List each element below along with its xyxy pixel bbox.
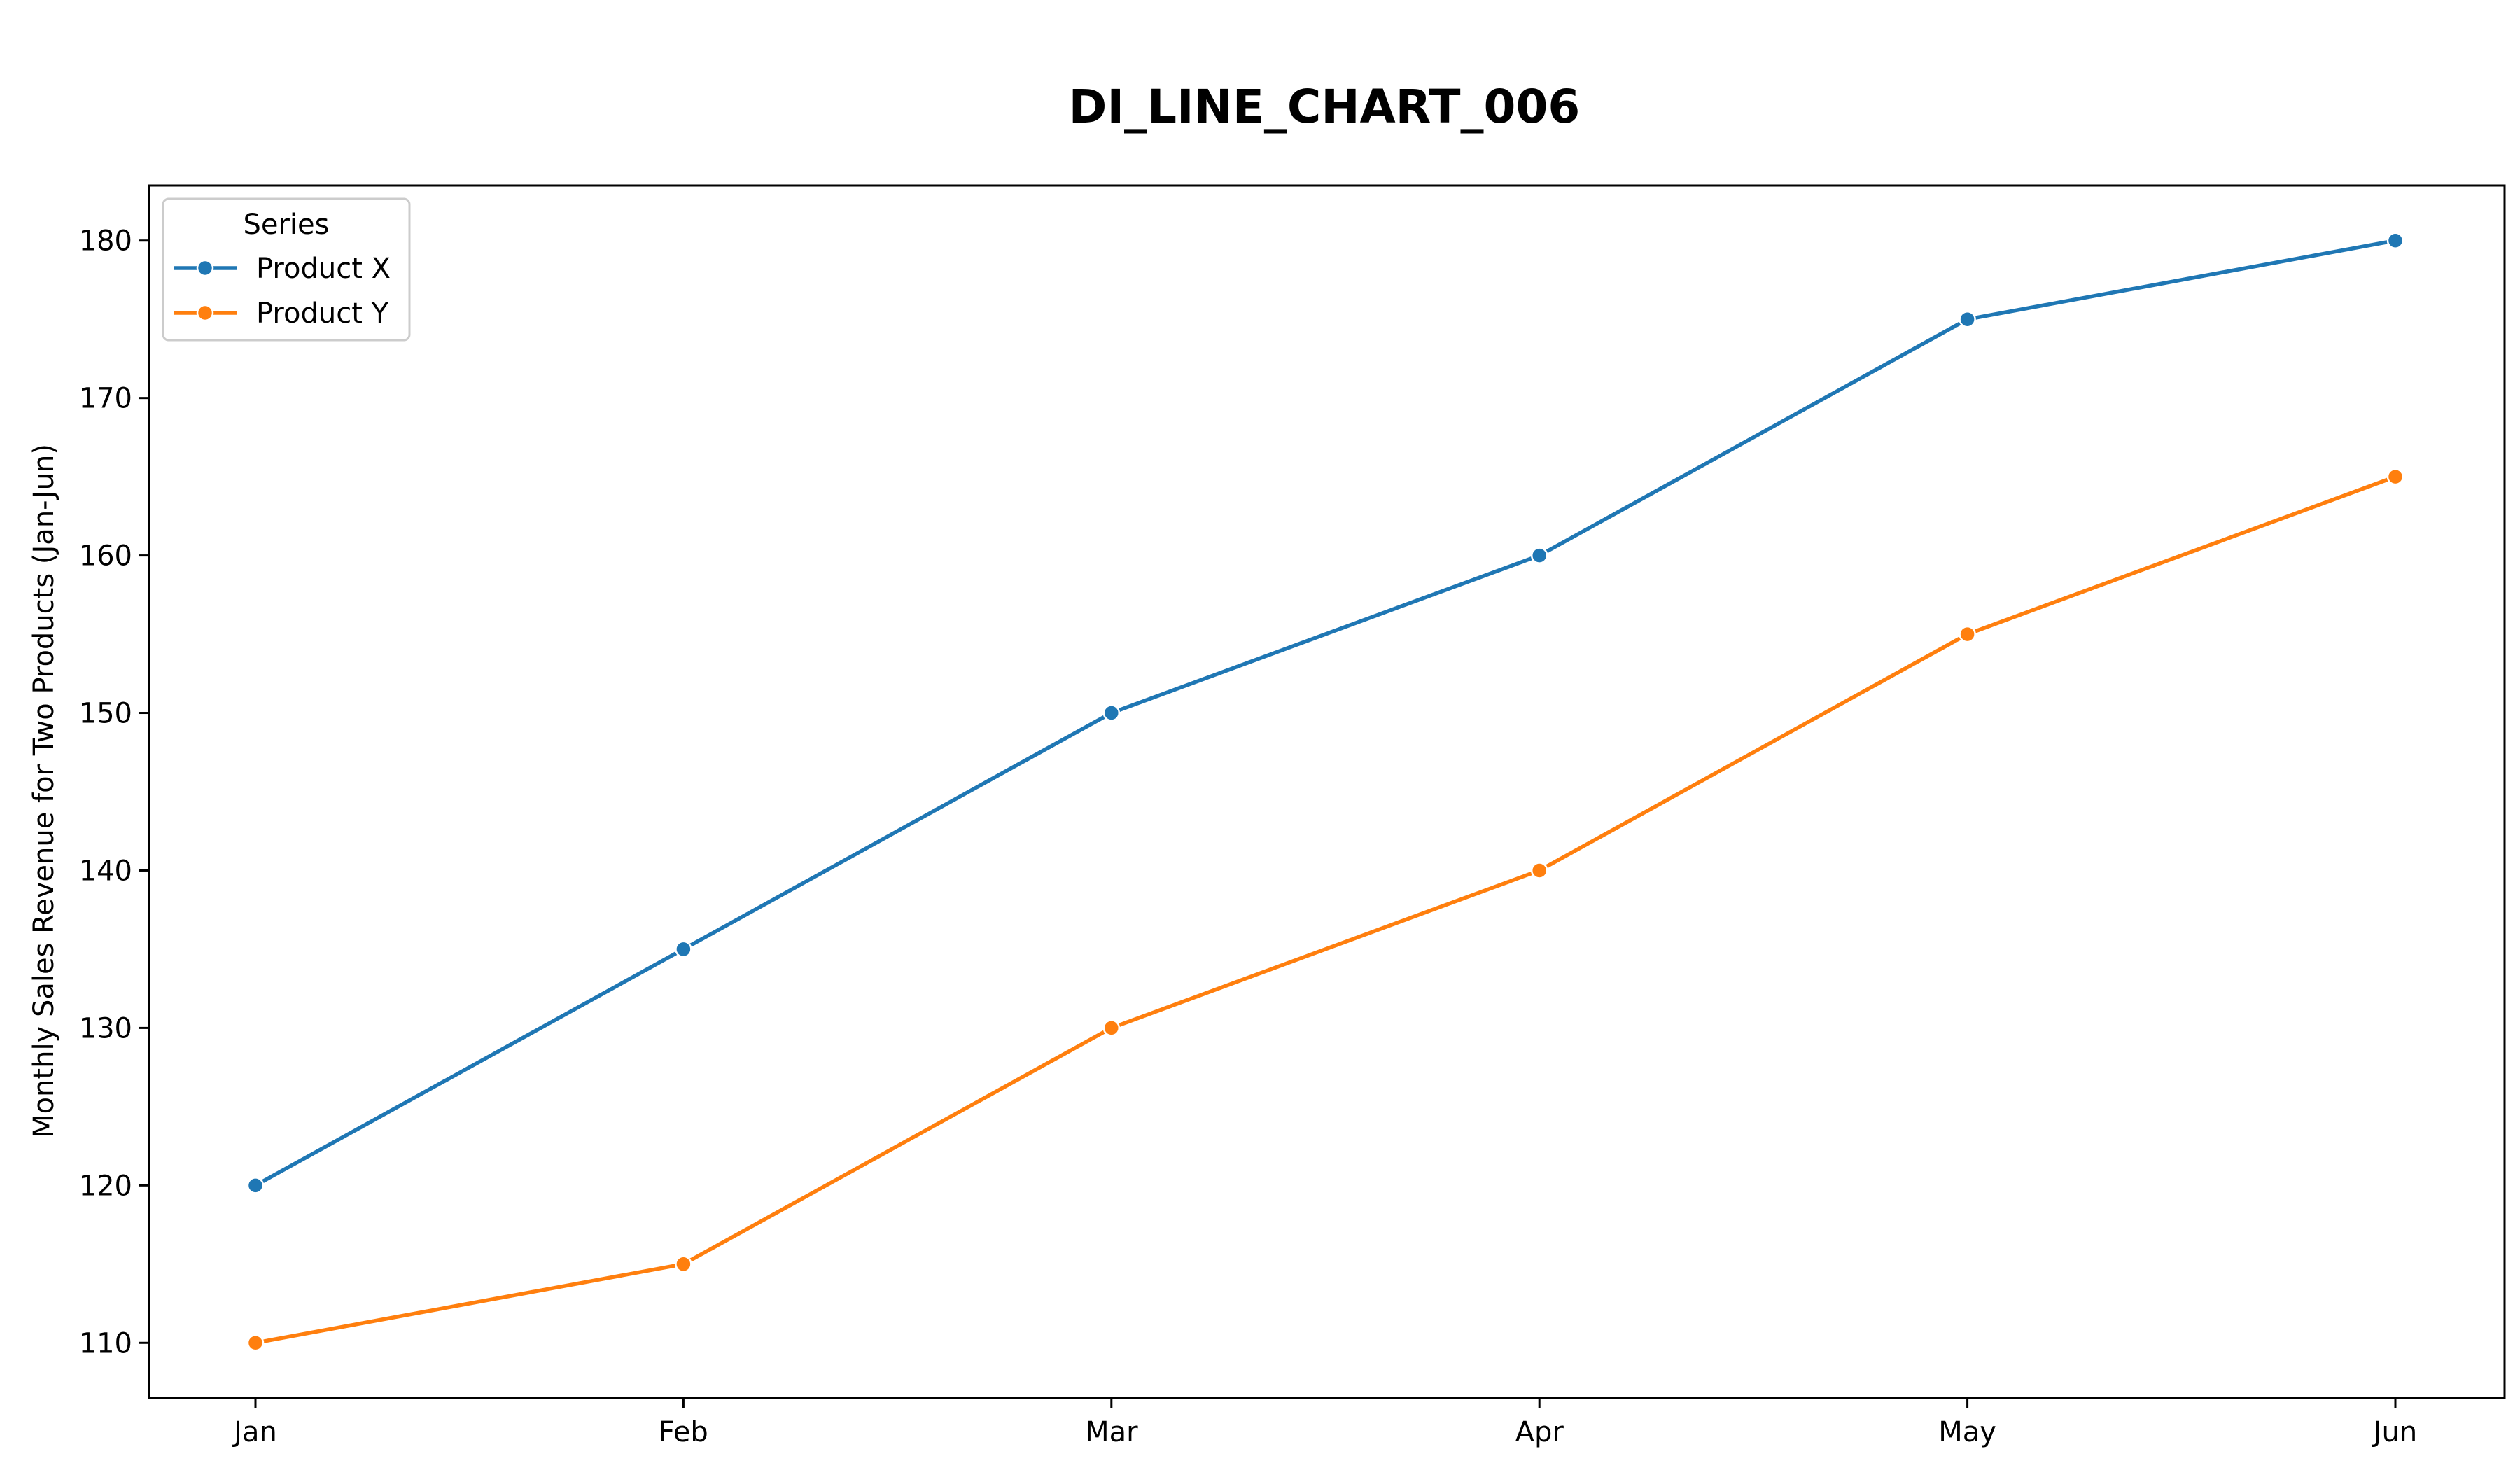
data-point xyxy=(675,1255,692,1273)
legend-label: Product Y xyxy=(256,298,389,330)
y-axis: 110 120 130 140 150 160 170 180 xyxy=(79,225,149,1359)
x-tick-label: Jun xyxy=(2372,1416,2418,1448)
x-tick-label: Jan xyxy=(232,1416,277,1448)
x-axis: Jan Feb Mar Apr May Jun xyxy=(232,1398,2417,1448)
y-tick-label: 170 xyxy=(79,383,132,415)
legend-marker xyxy=(196,259,214,277)
legend-marker xyxy=(196,304,214,322)
legend-label: Product X xyxy=(256,253,391,285)
series-line-1 xyxy=(253,238,2398,1188)
data-point xyxy=(1959,625,1976,643)
data-point xyxy=(675,940,692,958)
data-point xyxy=(246,1334,265,1352)
data-point xyxy=(1102,1019,1121,1037)
y-tick-label: 120 xyxy=(79,1170,132,1202)
y-tick-label: 130 xyxy=(79,1012,132,1044)
series-lines xyxy=(253,238,2398,1345)
x-tick-label: Mar xyxy=(1085,1416,1138,1448)
y-tick-label: 160 xyxy=(79,540,132,573)
series-line-2 xyxy=(253,475,2398,1345)
legend-title: Series xyxy=(243,209,329,241)
data-point xyxy=(1530,862,1548,879)
y-tick-label: 110 xyxy=(79,1327,132,1359)
x-tick-label: Feb xyxy=(659,1416,708,1448)
x-tick-label: Apr xyxy=(1516,1416,1564,1448)
chart-title: DI_LINE_CHART_006 xyxy=(1069,80,1581,134)
y-axis-label: Monthly Sales Revenue for Two Products (… xyxy=(28,444,60,1138)
y-tick-label: 140 xyxy=(79,855,132,887)
data-point xyxy=(2386,232,2404,249)
y-tick-label: 150 xyxy=(79,698,132,730)
y-tick-label: 180 xyxy=(79,225,132,258)
data-point xyxy=(1102,704,1121,722)
data-point xyxy=(1530,547,1548,564)
plot-area xyxy=(148,184,2506,1399)
data-point xyxy=(246,1177,265,1194)
legend-items: Product X Product Y xyxy=(174,253,391,330)
series-markers xyxy=(246,232,2404,1352)
legend-box xyxy=(162,197,411,342)
x-tick-label: May xyxy=(1938,1416,1996,1448)
legend: Series Product X Product Y xyxy=(162,197,411,342)
data-point xyxy=(2386,468,2404,486)
data-point xyxy=(1959,310,1976,328)
